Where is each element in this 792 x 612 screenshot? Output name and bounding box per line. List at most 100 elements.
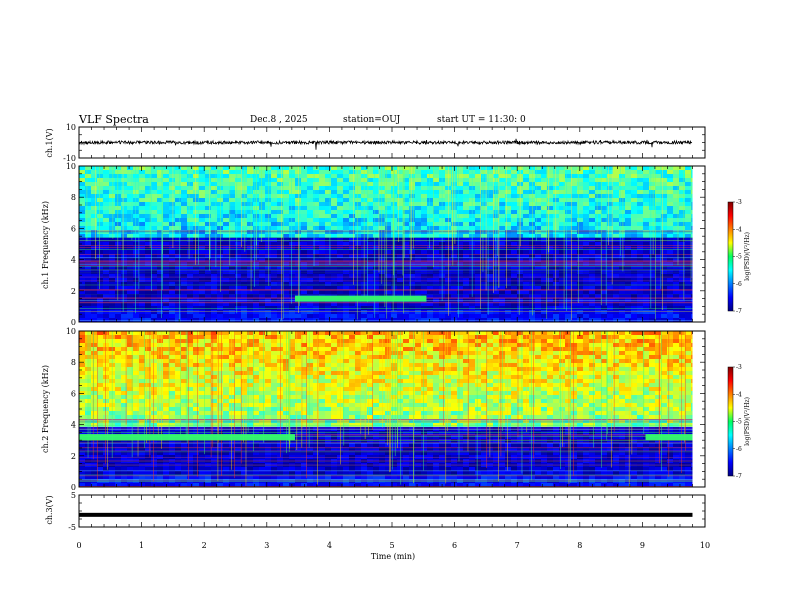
p-ch1spec-cell <box>97 170 103 174</box>
p-ch1spec-cell <box>157 174 163 178</box>
p-ch1spec-cell <box>655 222 661 226</box>
p-ch1spec-cell <box>529 246 535 250</box>
p-ch1spec-cell <box>187 218 193 222</box>
p-ch1spec-cell <box>541 210 547 214</box>
p-ch1spec-cell <box>433 202 439 206</box>
p-ch1spec-cell <box>643 198 649 202</box>
p-ch1spec-cell <box>673 262 679 266</box>
p-ch1spec-cell <box>559 302 565 306</box>
p-ch1spec-cell <box>181 246 187 250</box>
p-ch1spec-cell <box>181 314 187 318</box>
p-ch1spec-cell <box>451 202 457 206</box>
p-ch1spec-cell <box>337 318 343 322</box>
p-ch1spec-cell <box>535 170 541 174</box>
p-ch1spec-cell <box>367 170 373 174</box>
p-ch1spec-cell <box>541 198 547 202</box>
p-ch1spec-cell <box>397 218 403 222</box>
p-ch1spec-cell <box>487 266 493 270</box>
p-ch1spec-cell <box>181 250 187 254</box>
p-ch1spec-cell <box>661 238 667 242</box>
p-ch1spec-cell <box>139 250 145 254</box>
p-ch1spec-cell <box>277 242 283 246</box>
p-ch1spec-cell <box>433 194 439 198</box>
p-ch1spec-cell <box>301 254 307 258</box>
p-ch1spec-cell <box>271 258 277 262</box>
p-ch1spec-cell <box>421 170 427 174</box>
p-ch1spec-cell <box>133 182 139 186</box>
p-ch1spec-cell <box>151 266 157 270</box>
p-ch1spec-cell <box>229 206 235 210</box>
p-ch1spec-cell <box>625 278 631 282</box>
p-ch1spec-cell <box>79 238 85 242</box>
p-ch1spec-cell <box>595 186 601 190</box>
p-ch1spec-cell <box>661 258 667 262</box>
p-ch1spec-cell <box>103 174 109 178</box>
p-ch1spec-cell <box>691 218 693 222</box>
p-ch2spec-cell <box>97 347 103 351</box>
p-ch1spec-cell <box>619 202 625 206</box>
p-ch1spec-cell <box>415 194 421 198</box>
p-ch1spec-cell <box>283 270 289 274</box>
p-ch1spec-cell <box>181 306 187 310</box>
p-ch1spec-cell <box>385 194 391 198</box>
p-ch1spec-cell <box>319 234 325 238</box>
p-ch2spec-cell <box>121 347 127 351</box>
p-ch1spec-cell <box>547 262 553 266</box>
p-ch1spec-cell <box>253 294 259 298</box>
p-ch1spec-cell <box>427 222 433 226</box>
p-ch1spec-cell <box>619 266 625 270</box>
p-ch2spec-cell <box>589 339 595 343</box>
p-ch1spec-cell <box>337 250 343 254</box>
p-ch1spec-cell <box>601 194 607 198</box>
p-ch1spec-cell <box>547 270 553 274</box>
p-ch1spec-cell <box>241 210 247 214</box>
p-ch2spec-cell <box>631 335 637 339</box>
p-ch2spec-cell <box>451 335 457 339</box>
p-ch1spec-cell <box>157 166 163 170</box>
p-ch1spec-cell <box>361 314 367 318</box>
p-ch1spec-cell <box>577 190 583 194</box>
p-ch1spec-cell <box>331 174 337 178</box>
p-ch1spec-cell <box>487 298 493 302</box>
p-ch1spec-cell <box>607 294 613 298</box>
p-ch2spec-cell <box>475 343 481 347</box>
p-ch1spec-cell <box>577 170 583 174</box>
p-ch1spec-cell <box>319 206 325 210</box>
p-ch1spec-cell <box>181 198 187 202</box>
p-ch1spec-cell <box>541 218 547 222</box>
p-ch1spec-cell <box>337 262 343 266</box>
p-ch1spec-cell <box>217 242 223 246</box>
p-ch1spec-cell <box>85 182 91 186</box>
p-ch1spec-cell <box>589 186 595 190</box>
p-ch1spec-cell <box>679 278 685 282</box>
p-ch1spec-cell <box>337 306 343 310</box>
p-ch1spec-cell <box>259 198 265 202</box>
p-ch1spec-cell <box>331 186 337 190</box>
p-ch2spec-cell <box>79 351 85 355</box>
p-ch1spec-cell <box>127 246 133 250</box>
p-ch1spec-cell <box>685 278 691 282</box>
p-ch1spec-cell <box>283 222 289 226</box>
p-ch1spec-cell <box>187 238 193 242</box>
p-ch1spec-cell <box>277 222 283 226</box>
p-ch1spec-cell <box>457 190 463 194</box>
p-ch1spec-cell <box>607 218 613 222</box>
p-ch1spec-cell <box>613 310 619 314</box>
p-ch1spec-cell <box>103 306 109 310</box>
p-ch1spec-cell <box>457 178 463 182</box>
p-ch1spec-cell <box>631 278 637 282</box>
p-ch1spec-cell <box>595 222 601 226</box>
p-ch1spec-cell <box>229 214 235 218</box>
p-ch1spec-cell <box>481 246 487 250</box>
p-ch1spec-cell <box>571 310 577 314</box>
p-ch1spec-cell <box>631 302 637 306</box>
p-ch1spec-cell <box>451 186 457 190</box>
p-ch1spec-cell <box>487 302 493 306</box>
p-ch1spec-cell <box>529 234 535 238</box>
p-ch1spec-cell <box>337 222 343 226</box>
p-ch1spec-cell <box>115 302 121 306</box>
p-ch1spec-cell <box>589 242 595 246</box>
p-ch1spec-cell <box>577 250 583 254</box>
p-ch1spec-cell <box>655 310 661 314</box>
p-ch1spec-cell <box>427 246 433 250</box>
